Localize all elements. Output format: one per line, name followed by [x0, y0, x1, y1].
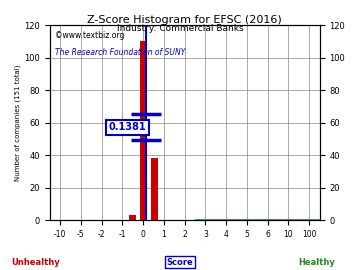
Y-axis label: Number of companies (151 total): Number of companies (151 total)	[15, 64, 22, 181]
Text: Healthy: Healthy	[298, 258, 335, 266]
Bar	[129, 215, 136, 220]
Bar	[151, 158, 158, 220]
Text: Unhealthy: Unhealthy	[12, 258, 60, 266]
Title: Z-Score Histogram for EFSC (2016): Z-Score Histogram for EFSC (2016)	[87, 15, 282, 25]
Bar	[140, 41, 147, 220]
Text: 0.1381: 0.1381	[109, 122, 147, 132]
Text: The Research Foundation of SUNY: The Research Foundation of SUNY	[55, 48, 185, 58]
Text: ©www.textbiz.org: ©www.textbiz.org	[55, 31, 125, 40]
Text: Score: Score	[167, 258, 193, 266]
Text: Industry: Commercial Banks: Industry: Commercial Banks	[117, 24, 243, 33]
